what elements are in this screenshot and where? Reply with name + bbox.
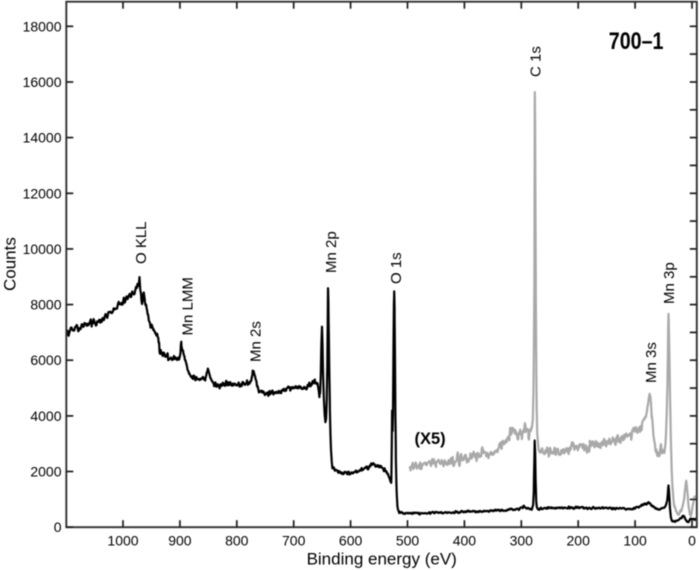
svg-text:500: 500 [396, 533, 420, 549]
svg-text:200: 200 [567, 533, 591, 549]
svg-text:18000: 18000 [23, 18, 62, 34]
svg-text:Counts: Counts [1, 237, 20, 291]
svg-text:0: 0 [688, 533, 696, 549]
svg-text:2000: 2000 [30, 464, 61, 480]
svg-text:10000: 10000 [23, 241, 62, 257]
svg-text:300: 300 [510, 533, 534, 549]
svg-text:O 1s: O 1s [388, 252, 405, 284]
svg-text:8000: 8000 [30, 297, 61, 313]
svg-text:12000: 12000 [23, 185, 62, 201]
svg-text:700: 700 [282, 533, 306, 549]
svg-text:Mn 3s: Mn 3s [643, 342, 660, 383]
svg-text:Mn 3p: Mn 3p [661, 262, 678, 304]
svg-text:(X5): (X5) [415, 430, 446, 448]
svg-text:600: 600 [339, 533, 363, 549]
svg-text:900: 900 [168, 533, 192, 549]
svg-text:Mn 2p: Mn 2p [323, 231, 340, 273]
svg-text:Binding energy (eV): Binding energy (eV) [307, 550, 457, 569]
svg-text:16000: 16000 [23, 74, 62, 90]
svg-text:100: 100 [623, 533, 647, 549]
svg-text:400: 400 [453, 533, 477, 549]
svg-text:C 1s: C 1s [528, 46, 545, 77]
svg-text:Mn LMM: Mn LMM [180, 277, 197, 335]
svg-text:14000: 14000 [23, 130, 62, 146]
svg-text:6000: 6000 [30, 352, 61, 368]
svg-text:0: 0 [54, 519, 62, 535]
svg-text:700–1: 700–1 [609, 27, 664, 54]
svg-text:O KLL: O KLL [133, 221, 150, 264]
svg-text:800: 800 [225, 533, 249, 549]
svg-text:1000: 1000 [107, 533, 138, 549]
svg-text:Mn 2s: Mn 2s [248, 321, 265, 362]
svg-text:4000: 4000 [30, 408, 61, 424]
